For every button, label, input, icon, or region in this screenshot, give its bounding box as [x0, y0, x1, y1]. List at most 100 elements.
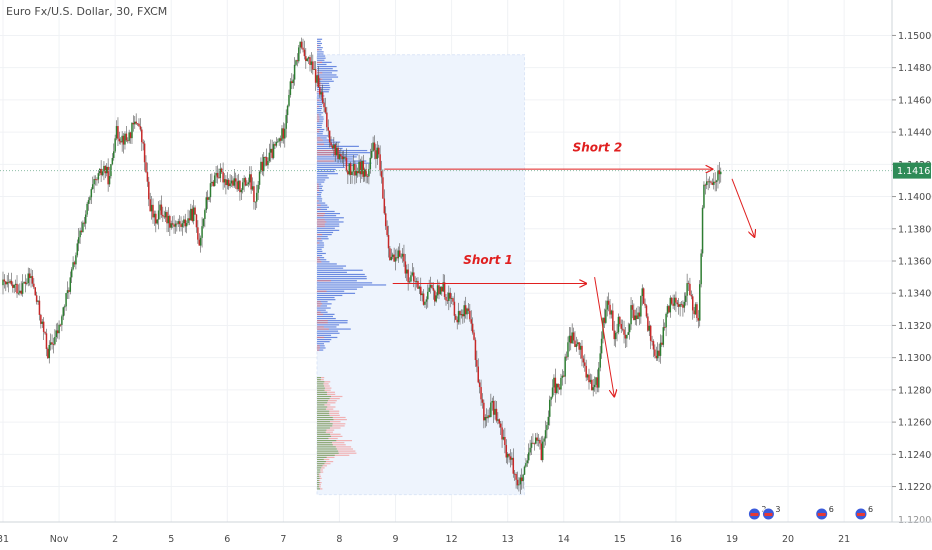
profile-row: [317, 341, 330, 343]
candle-body: [5, 281, 7, 285]
x-tick-label: 15: [614, 534, 626, 545]
profile-row: [317, 322, 348, 324]
candle-body: [377, 147, 380, 155]
candle-body: [56, 330, 59, 334]
candle-body: [648, 325, 651, 331]
candle-body: [286, 105, 289, 116]
candle-body: [547, 416, 550, 426]
candle-body: [450, 298, 453, 299]
y-tick-label: 1.13600: [898, 257, 932, 268]
candle-body: [603, 317, 606, 323]
profile-row: [317, 242, 324, 244]
candle-body: [14, 283, 17, 285]
profile-row-accent: [317, 488, 320, 490]
profile-row-accent: [317, 280, 331, 282]
candle-body: [442, 282, 444, 292]
candle-body: [658, 350, 660, 356]
candle-body: [498, 419, 501, 424]
candle-body: [628, 324, 631, 333]
annotations: Short 1 Short 2: [384, 140, 754, 396]
candle-body: [75, 255, 77, 265]
candle-body: [541, 441, 544, 461]
candle-body: [299, 41, 301, 48]
candle-body: [675, 297, 677, 303]
profile-row-accent: [317, 154, 332, 156]
candle-body: [715, 180, 718, 182]
candle-body: [139, 126, 142, 130]
profile-row-accent: [317, 208, 321, 210]
profile-row-accent: [317, 194, 319, 196]
candle-body: [634, 315, 637, 321]
x-tick-label: 21: [838, 534, 850, 545]
candle-body: [502, 436, 505, 440]
candle-body: [706, 181, 708, 186]
profile-row: [317, 89, 330, 91]
profile-row: [317, 105, 323, 108]
candle-body: [177, 221, 179, 224]
candle-body: [142, 142, 144, 144]
profile-row-accent: [317, 463, 325, 465]
profile-row-accent: [317, 149, 335, 152]
profile-row: [317, 246, 324, 248]
candle-body: [28, 273, 31, 279]
profile-row: [317, 42, 323, 45]
candle-body: [415, 281, 418, 282]
candle-body: [720, 171, 722, 175]
candle-body: [413, 272, 415, 282]
candle-body: [530, 442, 533, 448]
profile-row-accent: [317, 431, 326, 433]
profile-row-accent: [317, 440, 337, 442]
profile-row: [317, 84, 330, 87]
candle-body: [157, 210, 160, 220]
candle-body: [278, 138, 280, 142]
candle-body: [474, 339, 477, 361]
y-tick-label: 1.14400: [898, 128, 932, 139]
candle-body: [686, 283, 688, 296]
candle-body: [520, 477, 523, 482]
candle-body: [536, 437, 538, 441]
candle-body: [226, 179, 229, 186]
candle-body: [651, 340, 653, 342]
profile-row: [317, 267, 344, 269]
candle-body: [326, 112, 328, 128]
candle-body: [205, 197, 208, 211]
x-tick-label: 5: [168, 534, 174, 545]
profile-row: [317, 229, 340, 231]
candle-body: [132, 122, 135, 125]
candle-body: [682, 304, 684, 308]
profile-row-accent: [317, 311, 321, 313]
profile-row-accent: [317, 242, 320, 244]
profile-row-accent: [317, 238, 322, 240]
candle-body: [532, 442, 534, 444]
candle-body: [668, 306, 670, 313]
candle-body: [9, 280, 11, 283]
candle-body: [683, 301, 686, 308]
candle-body: [13, 284, 15, 288]
candle-body: [546, 425, 548, 431]
profile-row: [317, 273, 365, 276]
candle-body: [340, 154, 342, 157]
profile-row: [317, 343, 325, 345]
y-tick-label: 1.13000: [898, 353, 932, 364]
profile-row-accent: [317, 128, 320, 131]
profile-row-accent: [317, 473, 319, 475]
candle-body: [411, 272, 414, 276]
candle-body: [408, 281, 411, 283]
candle-body: [497, 419, 499, 421]
profile-row: [317, 250, 323, 252]
profile-row: [317, 320, 348, 322]
candle-body: [128, 132, 130, 141]
candle-body: [656, 350, 659, 359]
candle-body: [596, 377, 599, 388]
candle-body: [17, 292, 20, 294]
candle-body: [212, 181, 215, 187]
candle-body: [356, 170, 359, 174]
candle-body: [270, 148, 272, 153]
candle-body: [169, 216, 171, 228]
candle-body: [463, 305, 465, 317]
candle-body: [314, 69, 317, 83]
candle-body: [54, 336, 56, 345]
profile-row-accent: [317, 99, 320, 101]
x-tick-label: 14: [558, 534, 570, 545]
